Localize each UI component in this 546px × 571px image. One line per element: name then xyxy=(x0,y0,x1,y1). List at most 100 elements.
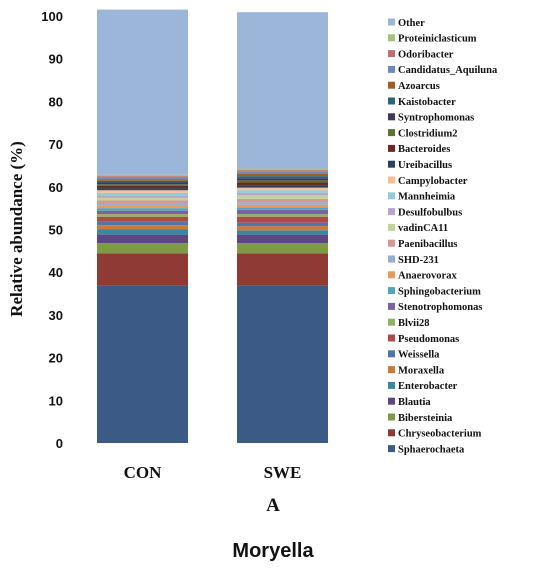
bar-segment-swe-5 xyxy=(237,226,328,231)
y-tick-label: 70 xyxy=(49,137,63,152)
bar-segment-swe-21 xyxy=(237,178,328,181)
bar-segment-swe-3 xyxy=(237,234,328,244)
bar-segment-con-16 xyxy=(97,192,188,196)
legend-swatch xyxy=(388,302,395,310)
bar-segment-swe-11 xyxy=(237,204,328,208)
bar-segment-swe-0 xyxy=(237,285,328,443)
bar-segment-con-25 xyxy=(97,176,188,178)
legend-entry-label: Ureibacillus xyxy=(398,160,452,171)
bar-segment-swe-10 xyxy=(237,207,328,210)
bar-segment-con-11 xyxy=(97,205,188,209)
legend-entry-label: Mannheimia xyxy=(398,192,456,203)
bar-segment-con-6 xyxy=(97,221,188,226)
legend-swatch xyxy=(388,97,395,105)
bar-segment-swe-24 xyxy=(237,171,328,174)
y-tick-label: 100 xyxy=(41,9,63,24)
bar-segment-swe-4 xyxy=(237,230,328,235)
x-axis-category-labels: CON SWE xyxy=(124,463,302,482)
bar-segment-swe-2 xyxy=(237,243,328,254)
bar-segment-con-27 xyxy=(97,9,188,175)
bar-segment-con-15 xyxy=(97,195,188,198)
legend-swatch xyxy=(388,381,395,389)
bar-segment-swe-1 xyxy=(237,253,328,286)
legend-entry-label: Sphaerochaeta xyxy=(398,444,465,455)
legend-swatch xyxy=(388,334,395,342)
legend-swatch xyxy=(388,144,395,152)
bar-segment-con-7 xyxy=(97,216,188,222)
legend-swatch xyxy=(388,176,395,184)
legend-swatch xyxy=(388,81,395,89)
y-tick-label: 60 xyxy=(49,180,63,195)
bar-segment-swe-17 xyxy=(237,187,328,191)
bar-segment-con-8 xyxy=(97,214,188,217)
legend-swatch xyxy=(388,413,395,421)
bar-segment-con-17 xyxy=(97,190,188,193)
legend-entry-label: SHD-231 xyxy=(398,255,439,266)
bar-segment-con-26 xyxy=(97,174,188,177)
y-tick-label: 80 xyxy=(49,94,63,109)
legend-swatch xyxy=(388,129,395,137)
legend-entry-label: Blvii28 xyxy=(398,318,430,329)
legend-swatch xyxy=(388,18,395,26)
bar-segment-con-23 xyxy=(97,179,188,181)
y-axis-tick-labels: 0 10 20 30 40 50 60 70 80 90 100 xyxy=(41,9,63,451)
bar-segment-swe-20 xyxy=(237,180,328,183)
legend-entry-label: Azoarcus xyxy=(398,81,440,92)
legend-entry-label: Pseudomonas xyxy=(398,334,459,345)
bar-segment-swe-22 xyxy=(237,176,328,179)
legend-swatch xyxy=(388,255,395,263)
bar-segment-swe-25 xyxy=(237,170,328,172)
bar-segment-con-10 xyxy=(97,208,188,211)
legend-entry-label: Syntrophomonas xyxy=(398,113,474,124)
legend-entry-label: Paenibacillus xyxy=(398,239,458,250)
bar-segment-swe-7 xyxy=(237,216,328,223)
bar-segment-swe-9 xyxy=(237,209,328,215)
bar-segment-con-24 xyxy=(97,177,188,180)
bar-segment-con-2 xyxy=(97,243,188,254)
y-tick-label: 50 xyxy=(49,223,63,238)
y-tick-label: 30 xyxy=(49,308,63,323)
legend-swatch xyxy=(388,239,395,247)
bar-segment-con-0 xyxy=(97,285,188,443)
legend-entry-label: Proteiniclasticum xyxy=(398,34,477,45)
bar-segment-swe-27 xyxy=(237,12,328,169)
legend-entry-label: Chryseobacterium xyxy=(398,429,482,440)
bar-segment-con-5 xyxy=(97,225,188,230)
bar-segment-swe-19 xyxy=(237,182,328,186)
legend-entry-label: Enterobacter xyxy=(398,381,458,392)
legend-swatch xyxy=(388,366,395,374)
legend-entry-label: Blautia xyxy=(398,397,431,408)
legend-swatch xyxy=(388,429,395,437)
legend-entry-label: Desulfobulbus xyxy=(398,207,462,218)
legend-swatch xyxy=(388,65,395,73)
bars xyxy=(97,9,328,443)
legend-swatch xyxy=(388,350,395,358)
legend-swatch xyxy=(388,318,395,326)
legend-swatch xyxy=(388,445,395,453)
figure-caption: Moryella xyxy=(232,540,314,562)
legend-swatch xyxy=(388,397,395,405)
bar-segment-swe-8 xyxy=(237,214,328,217)
bar-segment-con-21 xyxy=(97,182,188,185)
bar-segment-con-1 xyxy=(97,253,188,286)
panel-label: A xyxy=(266,495,280,516)
legend-swatch xyxy=(388,271,395,279)
legend-entry-label: Candidatus_Aquiluna xyxy=(398,65,498,76)
legend-entry-label: Kaistobacter xyxy=(398,97,456,108)
legend-entry-label: Weissella xyxy=(398,350,440,361)
bar-segment-con-3 xyxy=(97,234,188,244)
y-tick-label: 20 xyxy=(49,351,63,366)
legend-entry-label: Bibersteinia xyxy=(398,413,453,424)
bar-segment-swe-26 xyxy=(237,168,328,171)
legend-entry-label: Clostridium2 xyxy=(398,128,458,139)
x-category-label: SWE xyxy=(264,463,302,482)
bar-segment-swe-6 xyxy=(237,222,328,227)
bar-segment-swe-18 xyxy=(237,185,328,188)
bar-segment-swe-15 xyxy=(237,192,328,196)
bar-segment-con-12 xyxy=(97,203,188,206)
legend-swatch xyxy=(388,223,395,231)
legend-swatch xyxy=(388,192,395,200)
bar-segment-con-22 xyxy=(97,180,188,183)
legend-entry-label: Campylobacter xyxy=(398,176,468,187)
